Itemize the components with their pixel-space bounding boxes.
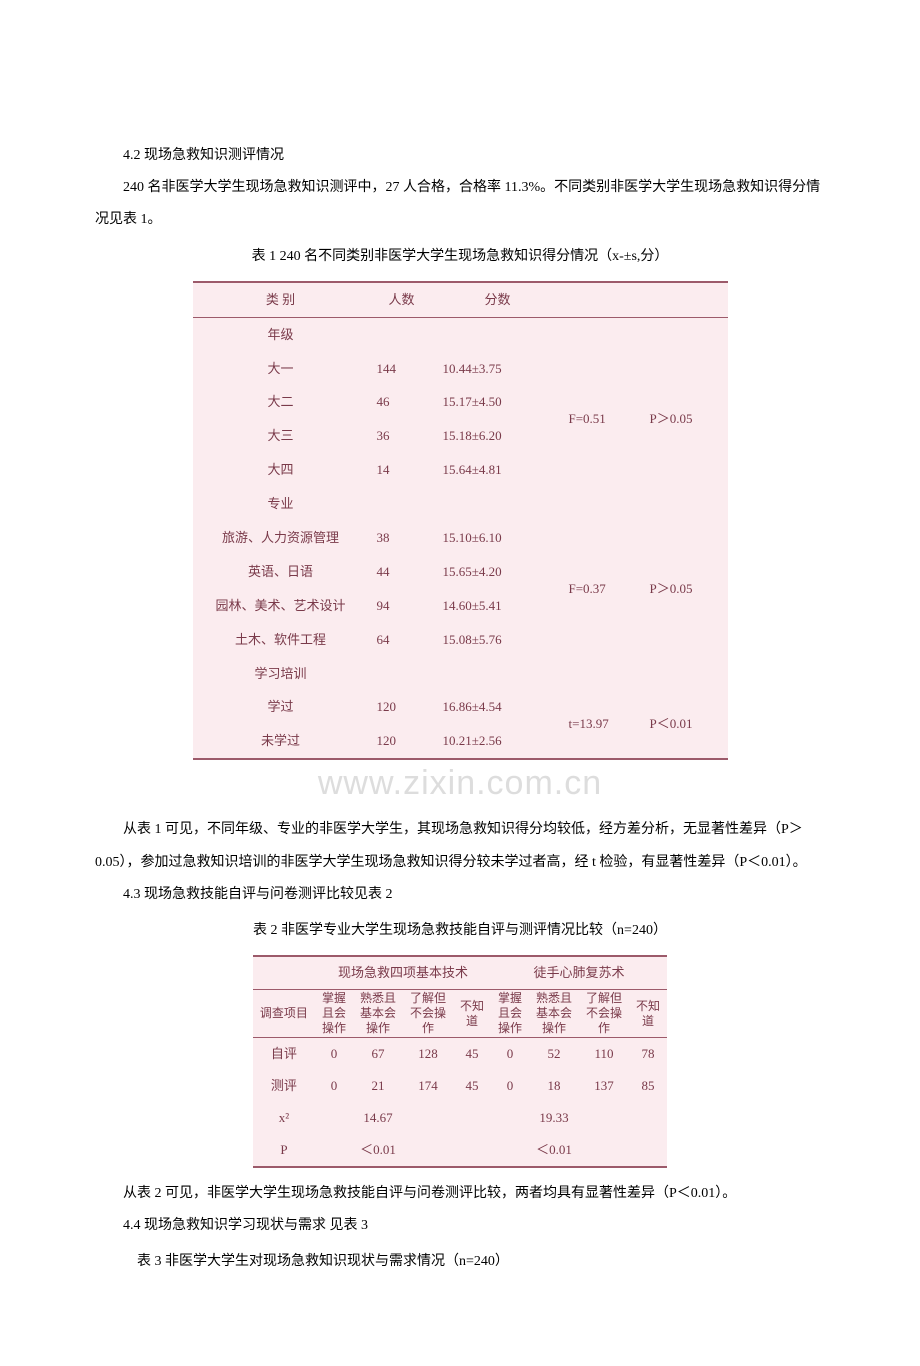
table2-row: 自评 0 67 128 45 0 52 110 78: [253, 1038, 667, 1070]
table1-group-major: 专业: [193, 487, 369, 521]
table2: 现场急救四项基本技术 徒手心肺复苏术 调查项目 掌握且会操作 熟悉且基本会操作 …: [253, 955, 667, 1167]
table2-subcol: 了解但不会操作: [403, 990, 453, 1038]
table1-stat: F=0.51: [561, 352, 642, 488]
table2-subcol: 不知道: [629, 990, 667, 1038]
table1-row: 大一14410.44±3.75 F=0.51 P＞0.05: [193, 352, 728, 386]
table1-row: 旅游、人力资源管理3815.10±6.10 F=0.37 P＞0.05: [193, 521, 728, 555]
table2-p-row: P ＜0.01 ＜0.01: [253, 1134, 667, 1167]
table2-subcol: 掌握且会操作: [315, 990, 353, 1038]
table1-stat: F=0.37: [561, 521, 642, 657]
table2-header-left: 现场急救四项基本技术: [315, 956, 491, 989]
table1-pval: P＞0.05: [642, 521, 728, 657]
section-4-2-para1: 240 名非医学大学生现场急救知识测评中，27 人合格，合格率 11.3%。不同…: [95, 172, 825, 236]
table2-x2-row: x² 14.67 19.33: [253, 1102, 667, 1134]
table1-pval: P＜0.01: [642, 690, 728, 759]
section-4-2-para2: 从表 1 可见，不同年级、专业的非医学大学生，其现场急救知识得分均较低，经方差分…: [95, 814, 825, 878]
table2-header-right: 徒手心肺复苏术: [491, 956, 667, 989]
table1: 类 别 人数 分数 年级 大一14410.44±3.75 F=0.51 P＞0.…: [193, 281, 728, 760]
table1-row: 学过12016.86±4.54 t=13.97 P＜0.01: [193, 690, 728, 724]
table2-caption: 表 2 非医学专业大学生现场急救技能自评与测评情况比较（n=240）: [95, 915, 825, 947]
table1-header-score: 分数: [435, 282, 561, 317]
table1-stat: t=13.97: [561, 690, 642, 759]
table1-caption: 表 1 240 名不同类别非医学大学生现场急救知识得分情况（x-±s,分）: [95, 241, 825, 273]
section-4-4-heading: 4.4 现场急救知识学习现状与需求 见表 3: [95, 1210, 825, 1242]
table3-caption: 表 3 非医学大学生对现场急救知识现状与需求情况（n=240）: [95, 1246, 825, 1278]
table1-header-category: 类 别: [193, 282, 369, 317]
table2-col0: 调查项目: [253, 990, 315, 1038]
section-4-3-heading: 4.3 现场急救技能自评与问卷测评比较见表 2: [95, 879, 825, 911]
table2-row: 测评 0 21 174 45 0 18 137 85: [253, 1070, 667, 1102]
table2-subcol: 熟悉且基本会操作: [529, 990, 579, 1038]
table1-group-grade: 年级: [193, 317, 369, 351]
table1-pval: P＞0.05: [642, 352, 728, 488]
table2-subcol: 不知道: [453, 990, 491, 1038]
section-4-2-heading: 4.2 现场急救知识测评情况: [95, 140, 825, 172]
table1-group-training: 学习培训: [193, 657, 369, 691]
section-4-3-para: 从表 2 可见，非医学大学生现场急救技能自评与问卷测评比较，两者均具有显著性差异…: [95, 1178, 825, 1210]
table2-subcol: 掌握且会操作: [491, 990, 529, 1038]
table2-subcol: 熟悉且基本会操作: [353, 990, 403, 1038]
table1-header-count: 人数: [369, 282, 435, 317]
table2-subcol: 了解但不会操作: [579, 990, 629, 1038]
